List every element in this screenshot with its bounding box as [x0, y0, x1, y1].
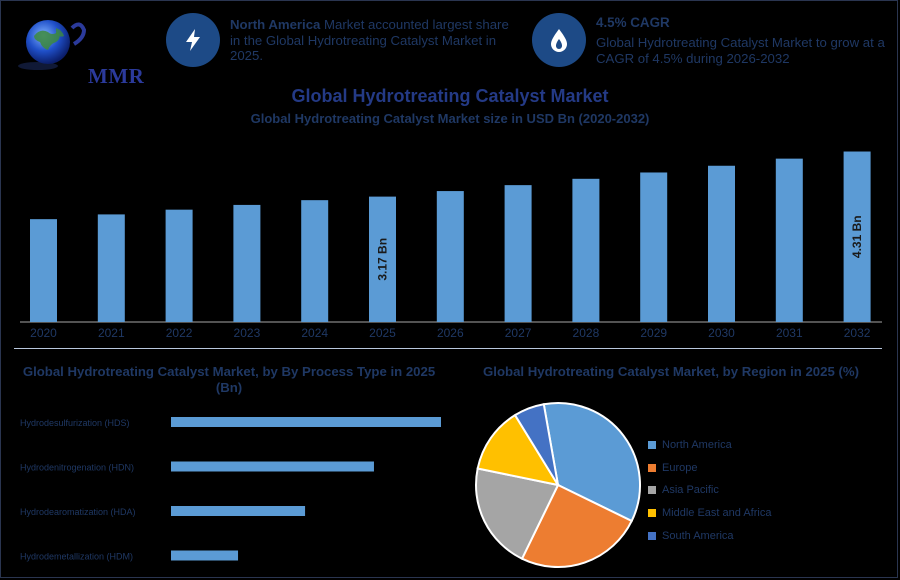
tick-label-2030: 2030 [708, 326, 735, 340]
legend-item: Asia Pacific [648, 479, 771, 502]
chart-subtitle: Global Hydrotreating Catalyst Market siz… [250, 111, 650, 126]
bar-2026 [436, 191, 464, 322]
legend-item: Middle East and Africa [648, 502, 771, 525]
legend-label: Asia Pacific [662, 484, 719, 497]
tick-label-2031: 2031 [776, 326, 803, 340]
tick-label-2029: 2029 [640, 326, 667, 340]
section-divider [14, 348, 882, 349]
bar-2030 [708, 165, 735, 322]
chart-title: Global Hydrotreating Catalyst Market [291, 86, 609, 106]
kpi-cagr-text: Global Hydrotreating Catalyst Market to … [596, 35, 885, 66]
region-title: Global Hydrotreating Catalyst Market, by… [483, 364, 859, 379]
legend-label: Middle East and Africa [662, 507, 772, 520]
region-pie-chart [475, 402, 641, 568]
tick-label-2025: 2025 [369, 326, 396, 340]
hbar-2 [171, 506, 306, 516]
pie-slice-middle-east-and-africa [476, 413, 561, 487]
bar-2031 [775, 158, 803, 322]
bar-2024 [301, 200, 329, 322]
legend-item: South America [648, 524, 771, 547]
data-label-2032: 4.31 Bn [850, 215, 864, 258]
tick-label-2028: 2028 [573, 326, 600, 340]
pie-slice-north-america [542, 402, 641, 523]
hbar-1 [171, 461, 374, 472]
pie-slice-asia-pacific [475, 467, 560, 561]
legend-label: South America [662, 529, 734, 542]
process-type-title: Global Hydrotreating Catalyst Market, by… [22, 364, 436, 395]
kpi-north-america: North America Market accounted largest s… [230, 17, 510, 64]
lightning-icon [166, 13, 220, 67]
bar-2028 [572, 178, 600, 322]
legend-swatch [648, 509, 656, 518]
tick-label-2027: 2027 [505, 326, 532, 340]
legend-swatch [648, 441, 656, 450]
bar-2022 [165, 209, 193, 322]
tick-label-2020: 2020 [30, 326, 57, 340]
process-type-bar-chart: Hydrodesulfurization (HDS) Hydrodenitroge… [20, 417, 441, 562]
data-label-2025: 3.17 Bn [376, 238, 390, 281]
legend-item: North America [648, 434, 771, 457]
flame-drop-icon [532, 13, 586, 67]
region-legend: North America Europe Asia Pacific Middle Ea… [648, 434, 771, 547]
hbar-0 [171, 417, 441, 427]
tick-label-2032: 2032 [844, 326, 871, 340]
pie-slice-europe [520, 483, 634, 568]
kpi1-bold: North America [230, 17, 321, 32]
market-size-bar-chart: 2020 2021 2022 2023 2024 2025 3.17 Bn 2026 2027 2… [20, 151, 882, 340]
tick-label-2021: 2021 [98, 326, 125, 340]
category-label: Hydrodenitrogenation (HDN) [20, 463, 134, 473]
mmr-logo: MMR [16, 14, 144, 88]
bar-2021 [97, 214, 125, 322]
tick-label-2022: 2022 [166, 326, 193, 340]
legend-label: Europe [662, 461, 698, 474]
bar-2020 [30, 219, 57, 322]
bar-2027 [504, 185, 532, 322]
category-label: Hydrodesulfurization (HDS) [20, 418, 130, 428]
category-label: Hydrodearomatization (HDA) [20, 507, 136, 517]
kpi1-text: Market accounted largest share in the Gl… [230, 17, 509, 63]
bar-2032 [843, 151, 871, 322]
legend-swatch [648, 531, 656, 540]
logo-text: MMR [88, 64, 145, 88]
legend-label: North America [662, 439, 732, 452]
tick-label-2024: 2024 [301, 326, 328, 340]
bar-2025 [369, 196, 396, 322]
tick-label-2026: 2026 [437, 326, 464, 340]
legend-swatch [648, 486, 656, 495]
bar-2029 [640, 172, 668, 322]
hbar-3 [171, 550, 239, 561]
pie-slice-south-america [513, 403, 559, 486]
legend-item: Europe [648, 457, 771, 480]
bar-2023 [233, 204, 261, 322]
legend-swatch [648, 463, 656, 472]
category-label: Hydrodemetallization (HDM) [20, 552, 133, 562]
kpi-cagr-heading: 4.5% CAGR [596, 15, 670, 30]
tick-label-2023: 2023 [234, 326, 261, 340]
globe-icon [18, 20, 87, 70]
